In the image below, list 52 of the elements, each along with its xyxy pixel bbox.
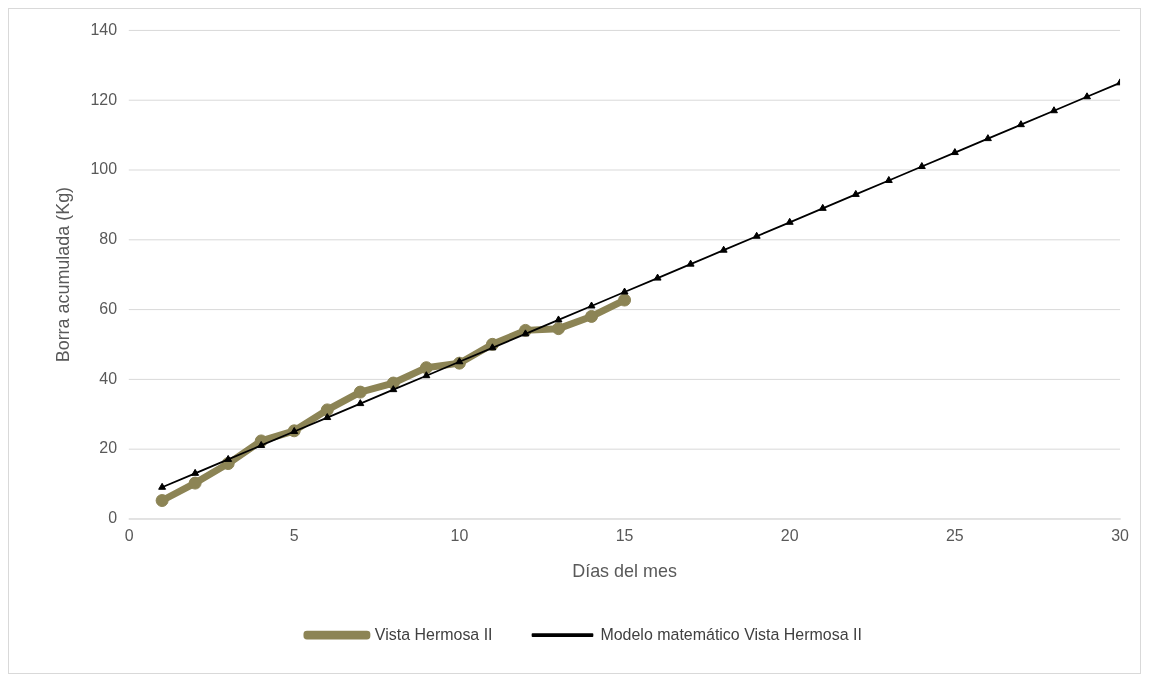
point [1016, 120, 1025, 128]
point [188, 476, 202, 490]
legend-label: Modelo matemático Vista Hermosa II [600, 625, 862, 643]
y-tick-label: 60 [99, 299, 118, 317]
point [552, 322, 565, 336]
point [389, 385, 398, 393]
point [587, 301, 596, 309]
y-tick-label: 80 [99, 230, 118, 248]
y-tick-label: 0 [108, 509, 118, 527]
y-tick-label: 40 [99, 369, 118, 387]
point [419, 361, 433, 375]
x-tick-label: 20 [780, 526, 799, 544]
point [155, 494, 169, 508]
point [353, 385, 367, 399]
point [585, 309, 599, 323]
point [158, 482, 167, 490]
point [422, 371, 431, 379]
point [554, 315, 563, 323]
point [950, 148, 959, 156]
point [785, 217, 794, 225]
point [1050, 106, 1058, 114]
x-tick-label: 10 [450, 526, 469, 544]
y-tick-label: 140 [90, 20, 118, 38]
y-tick-label: 20 [99, 439, 118, 457]
point [356, 399, 365, 407]
point [983, 134, 992, 142]
legend-label: Vista Hermosa II [374, 625, 493, 643]
point [620, 287, 629, 295]
point [752, 231, 761, 239]
x-tick-label: 25 [946, 526, 964, 544]
y-tick-label: 100 [90, 160, 118, 178]
point [818, 203, 827, 211]
y-axis-title: Borra acumulada (Kg) [52, 186, 73, 363]
point [191, 468, 200, 476]
point [257, 440, 266, 448]
point [1083, 92, 1091, 100]
point [323, 413, 332, 421]
point [686, 259, 695, 267]
point [224, 454, 233, 462]
point [917, 162, 926, 170]
x-tick-label: 15 [615, 526, 634, 544]
x-axis-title: Días del mes [572, 561, 677, 582]
point [719, 245, 728, 253]
point [884, 175, 893, 183]
point [618, 293, 632, 307]
point [653, 273, 662, 281]
x-tick-label: 0 [124, 526, 134, 544]
x-tick-label: 5 [289, 526, 299, 544]
x-tick-label: 30 [1111, 526, 1130, 544]
y-tick-label: 120 [90, 90, 118, 108]
point [320, 403, 334, 417]
point [851, 189, 860, 197]
